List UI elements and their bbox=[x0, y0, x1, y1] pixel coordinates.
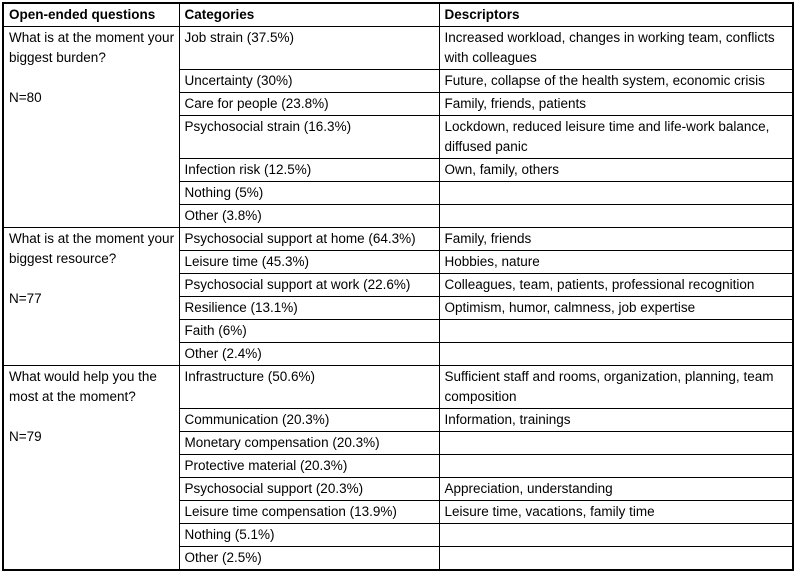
table-row: What would help you the most at the mome… bbox=[2, 365, 794, 571]
table-row: Nothing (5.1%) bbox=[3, 523, 794, 547]
category-cell: Faith (6%) bbox=[178, 319, 440, 343]
table-row: Protective material (20.3%) bbox=[3, 454, 794, 478]
descriptor-cell: Optimism, humor, calmness, job expertise bbox=[438, 296, 794, 320]
descriptor-cell: Own, family, others bbox=[438, 158, 794, 182]
descriptor-cell bbox=[438, 181, 794, 205]
descriptor-cell: Sufficient staff and rooms, organization… bbox=[438, 365, 794, 409]
table-row: Leisure time (45.3%) Hobbies, nature bbox=[3, 250, 794, 274]
category-cell: Job strain (37.5%) bbox=[178, 26, 440, 70]
category-cell: Leisure time compensation (13.9%) bbox=[178, 500, 440, 524]
category-cell: Communication (20.3%) bbox=[178, 408, 440, 432]
sample-size: N=77 bbox=[9, 291, 42, 306]
table-row: Resilience (13.1%) Optimism, humor, calm… bbox=[3, 296, 794, 320]
category-cell: Protective material (20.3%) bbox=[178, 454, 440, 478]
descriptor-cell: Appreciation, understanding bbox=[438, 477, 794, 501]
header-row: Open-ended questions Categories Descript… bbox=[2, 2, 794, 27]
descriptor-cell bbox=[438, 523, 794, 547]
category-cell: Psychosocial strain (16.3%) bbox=[178, 115, 440, 159]
table-row: Psychosocial support (20.3%) Appreciatio… bbox=[3, 477, 794, 501]
category-cell: Nothing (5%) bbox=[178, 181, 440, 205]
category-cell: Psychosocial support at home (64.3%) bbox=[178, 227, 440, 251]
table-row: Other (2.5%) bbox=[3, 546, 794, 571]
header-descriptors: Descriptors bbox=[438, 2, 794, 27]
table-row: What is at the moment your biggest resou… bbox=[2, 227, 794, 366]
category-cell: Psychosocial support at work (22.6%) bbox=[178, 273, 440, 297]
question-cell-resource: What is at the moment your biggest resou… bbox=[2, 227, 180, 366]
category-cell: Other (3.8%) bbox=[178, 204, 440, 228]
table-row: Leisure time compensation (13.9%) Leisur… bbox=[3, 500, 794, 524]
descriptor-cell: Increased workload, changes in working t… bbox=[438, 26, 794, 70]
descriptor-cell: Family, friends, patients bbox=[438, 92, 794, 116]
table-row: Psychosocial strain (16.3%) Lockdown, re… bbox=[3, 115, 794, 159]
descriptor-cell: Colleagues, team, patients, professional… bbox=[438, 273, 794, 297]
descriptor-cell bbox=[438, 204, 794, 228]
category-cell: Other (2.5%) bbox=[178, 546, 440, 571]
descriptor-cell: Information, trainings bbox=[438, 408, 794, 432]
descriptor-cell bbox=[438, 342, 794, 366]
descriptor-cell bbox=[438, 546, 794, 571]
header-open-ended-questions: Open-ended questions bbox=[2, 2, 180, 27]
descriptor-cell: Future, collapse of the health system, e… bbox=[438, 69, 794, 93]
category-cell: Uncertainty (30%) bbox=[178, 69, 440, 93]
category-cell: Resilience (13.1%) bbox=[178, 296, 440, 320]
category-cell: Infrastructure (50.6%) bbox=[178, 365, 440, 409]
descriptor-cell: Hobbies, nature bbox=[438, 250, 794, 274]
table-row: Faith (6%) bbox=[3, 319, 794, 343]
table-row: Uncertainty (30%) Future, collapse of th… bbox=[3, 69, 794, 93]
descriptor-cell: Family, friends bbox=[438, 227, 794, 251]
question-text: What is at the moment your biggest resou… bbox=[9, 231, 175, 266]
descriptor-cell: Leisure time, vacations, family time bbox=[438, 500, 794, 524]
category-cell: Nothing (5.1%) bbox=[178, 523, 440, 547]
table-row: Care for people (23.8%) Family, friends,… bbox=[3, 92, 794, 116]
descriptor-cell bbox=[438, 431, 794, 455]
table-row: Psychosocial support at work (22.6%) Col… bbox=[3, 273, 794, 297]
question-cell-burden: What is at the moment your biggest burde… bbox=[2, 26, 180, 228]
category-cell: Leisure time (45.3%) bbox=[178, 250, 440, 274]
descriptor-cell bbox=[438, 454, 794, 478]
header-categories: Categories bbox=[178, 2, 440, 27]
sample-size: N=79 bbox=[9, 429, 42, 444]
question-text: What would help you the most at the mome… bbox=[9, 369, 157, 404]
table-row: What is at the moment your biggest burde… bbox=[2, 26, 794, 228]
question-cell-help: What would help you the most at the mome… bbox=[2, 365, 180, 571]
table-row: Monetary compensation (20.3%) bbox=[3, 431, 794, 455]
descriptor-cell bbox=[438, 319, 794, 343]
category-cell: Psychosocial support (20.3%) bbox=[178, 477, 440, 501]
descriptor-cell: Lockdown, reduced leisure time and life-… bbox=[438, 115, 794, 159]
category-cell: Other (2.4%) bbox=[178, 342, 440, 366]
question-text: What is at the moment your biggest burde… bbox=[9, 30, 175, 65]
table-row: Infection risk (12.5%) Own, family, othe… bbox=[3, 158, 794, 182]
category-cell: Care for people (23.8%) bbox=[178, 92, 440, 116]
category-cell: Monetary compensation (20.3%) bbox=[178, 431, 440, 455]
table-row: Other (3.8%) bbox=[3, 204, 794, 228]
category-cell: Infection risk (12.5%) bbox=[178, 158, 440, 182]
sample-size: N=80 bbox=[9, 90, 42, 105]
